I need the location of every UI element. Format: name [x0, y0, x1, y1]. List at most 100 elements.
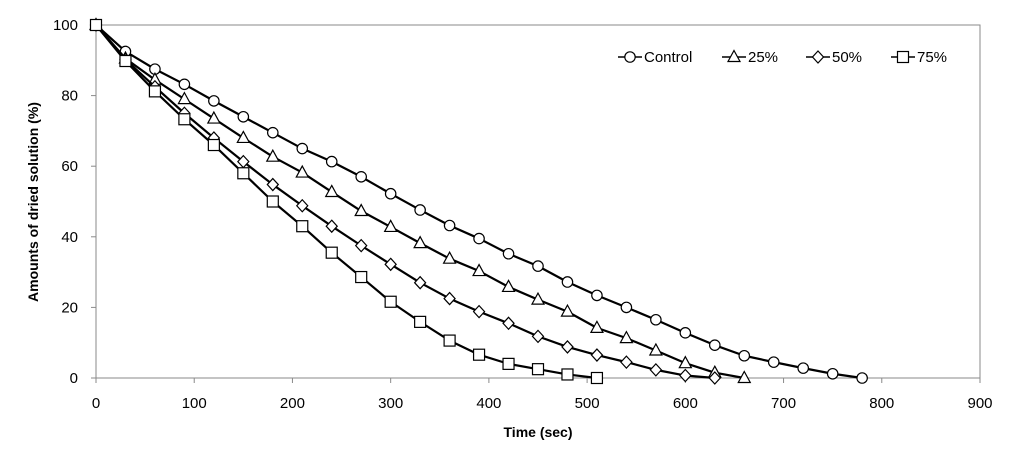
- legend-marker: [896, 50, 910, 64]
- data-point-25pct: [413, 235, 428, 249]
- data-point-50pct: [413, 275, 427, 290]
- data-point-control: [620, 301, 633, 314]
- data-point-75pct: [561, 368, 574, 381]
- data-point-25pct: [560, 303, 575, 317]
- data-point-25pct: [354, 203, 369, 217]
- data-point-25pct: [206, 110, 221, 124]
- data-point-25pct: [472, 263, 487, 277]
- data-point-control: [237, 110, 250, 123]
- data-point-25pct: [295, 164, 310, 178]
- series-75pct: [89, 18, 604, 385]
- data-point-75pct: [89, 18, 103, 32]
- x-tick-label: 200: [280, 395, 305, 412]
- data-point-50pct: [472, 304, 486, 319]
- data-point-25pct: [442, 250, 457, 264]
- data-point-50pct: [266, 177, 280, 192]
- y-tick-label: 100: [53, 17, 78, 34]
- data-point-75pct: [266, 195, 279, 208]
- series-25pct: [88, 17, 752, 384]
- legend-item-25pct: 25%: [722, 49, 778, 66]
- series-control: [90, 19, 868, 384]
- data-point-control: [208, 95, 220, 107]
- data-point-50pct: [443, 291, 456, 306]
- data-point-25pct: [589, 320, 604, 333]
- data-point-75pct: [443, 334, 456, 347]
- series-line-control: [95, 24, 863, 380]
- data-point-25pct: [236, 130, 251, 144]
- legend-label: 75%: [917, 49, 947, 66]
- data-point-control: [767, 356, 780, 368]
- plot-frame: [95, 24, 981, 379]
- data-point-control: [797, 362, 809, 374]
- data-point-control: [384, 187, 397, 200]
- legend-item-75pct: 75%: [891, 49, 947, 66]
- data-point-25pct: [265, 148, 280, 162]
- data-point-75pct: [472, 348, 486, 361]
- data-point-50pct: [384, 257, 397, 272]
- data-point-control: [532, 260, 544, 272]
- data-point-control: [826, 367, 839, 380]
- data-point-50pct: [502, 316, 515, 331]
- data-point-75pct: [148, 85, 162, 98]
- data-point-50pct: [679, 368, 692, 383]
- data-point-control: [178, 78, 191, 91]
- data-point-75pct: [207, 138, 220, 152]
- y-tick-label: 20: [61, 299, 78, 316]
- data-point-control: [296, 142, 309, 155]
- data-point-control: [414, 204, 426, 216]
- data-point-25pct: [324, 184, 339, 198]
- legend-marker: [624, 51, 636, 63]
- data-point-75pct: [531, 363, 545, 376]
- data-point-50pct: [620, 355, 633, 370]
- data-point-75pct: [502, 357, 515, 370]
- data-point-control: [561, 276, 574, 288]
- data-point-75pct: [384, 295, 397, 308]
- legend-marker: [811, 50, 825, 64]
- data-point-75pct: [414, 315, 427, 328]
- data-point-25pct: [737, 370, 752, 384]
- x-axis-title: Time (sec): [504, 424, 573, 440]
- data-point-50pct: [325, 219, 339, 234]
- data-point-50pct: [561, 340, 574, 354]
- data-point-75pct: [178, 113, 191, 126]
- data-point-25pct: [383, 219, 398, 233]
- x-tick-label: 300: [378, 395, 403, 412]
- y-tick-label: 0: [70, 370, 78, 387]
- data-point-25pct: [501, 279, 516, 293]
- data-point-25pct: [619, 330, 634, 344]
- data-point-50pct: [295, 198, 309, 213]
- legend-label: Control: [644, 49, 692, 66]
- data-point-control: [325, 155, 338, 168]
- data-point-25pct: [678, 355, 693, 369]
- y-axis-title: Amounts of dried solution (%): [25, 102, 41, 302]
- legend-label: 25%: [748, 49, 778, 66]
- data-point-50pct: [531, 329, 545, 344]
- data-point-control: [266, 126, 279, 139]
- data-point-50pct: [649, 362, 663, 377]
- data-point-control: [679, 327, 692, 339]
- data-point-25pct: [530, 291, 546, 305]
- data-point-control: [355, 170, 367, 183]
- x-tick-label: 500: [575, 395, 600, 412]
- data-point-25pct: [648, 342, 663, 356]
- data-point-control: [502, 247, 515, 260]
- data-point-75pct: [296, 220, 309, 233]
- data-point-control: [856, 372, 868, 384]
- data-point-75pct: [119, 54, 132, 68]
- data-point-25pct: [177, 91, 192, 105]
- x-tick-label: 400: [476, 395, 501, 412]
- legend-item-50pct: 50%: [806, 49, 862, 66]
- x-tick-label: 0: [92, 395, 100, 412]
- legend-label: 50%: [832, 49, 862, 66]
- data-point-control: [443, 219, 456, 232]
- x-tick-label: 100: [182, 395, 207, 412]
- data-point-75pct: [237, 167, 250, 180]
- x-tick-label: 700: [771, 395, 796, 412]
- x-tick-label: 600: [673, 395, 698, 412]
- series-line-50pct: [95, 24, 715, 380]
- y-tick-label: 80: [61, 88, 78, 105]
- legend-marker: [726, 49, 742, 63]
- x-tick-label: 900: [967, 395, 992, 412]
- data-point-control: [650, 313, 662, 326]
